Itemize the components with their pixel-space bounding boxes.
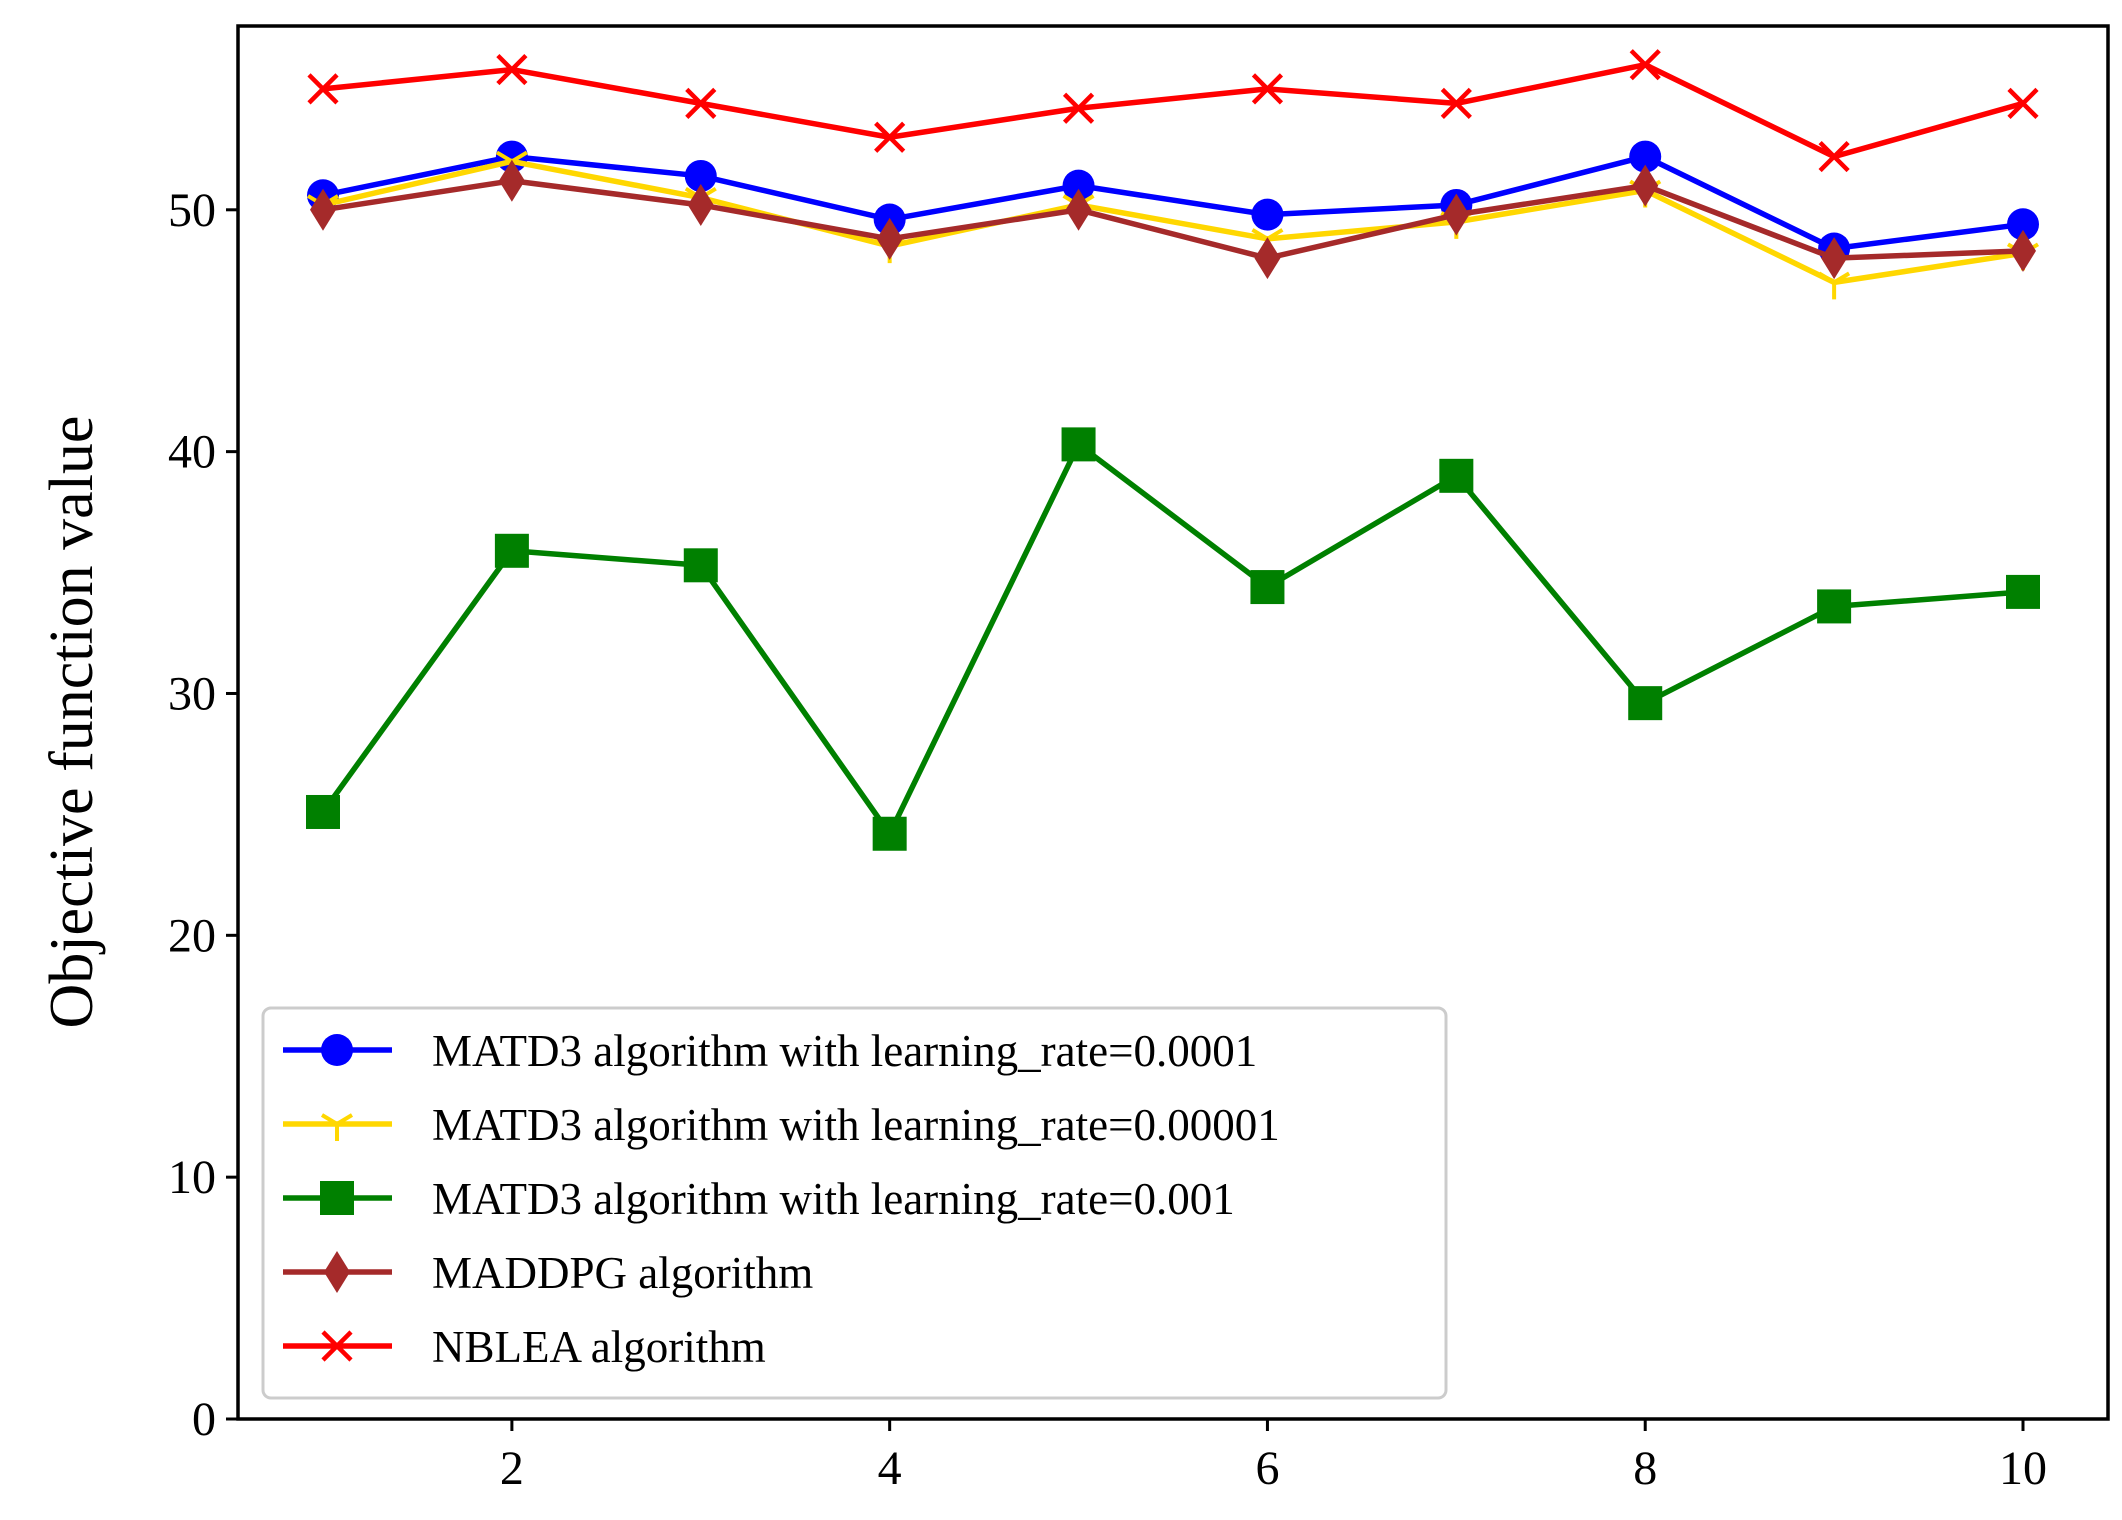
data-point [498,159,525,202]
series-line [322,178,2024,261]
legend-entry: NBLEA algorithm [283,1322,766,1372]
y-tick-label: 10 [168,1151,216,1204]
data-point [1443,193,1470,236]
data-point [872,816,907,851]
legend-marker [320,1181,354,1215]
series-5 [307,49,2039,173]
data-point [1821,237,1848,280]
legend-label: MADDPG algorithm [432,1248,813,1298]
data-point [1818,141,1850,173]
data-point [2007,208,2039,241]
legend-label: NBLEA algorithm [432,1322,766,1372]
plot-frame [236,24,2110,1421]
data-point [1062,169,1095,202]
y-tick-label: 30 [168,667,216,720]
series-4 [310,159,2036,280]
x-tick-label: 10 [1999,1442,2047,1495]
data-point [687,183,714,226]
y-tick-label: 40 [168,426,216,479]
legend-label: MATD3 algorithm with learning_rate=0.000… [432,1026,1257,1076]
data-point [1251,198,1284,231]
data-point [1061,427,1096,462]
data-point [874,121,906,153]
data-point [1062,92,1095,124]
x-tick-label: 4 [878,1442,902,1495]
data-point [1440,87,1472,119]
data-point [1628,686,1663,721]
legend-entry: MATD3 algorithm with learning_rate=0.001 [283,1174,1235,1224]
legend-marker [321,1330,353,1362]
data-point [494,533,529,568]
y-tick-label: 50 [168,184,216,237]
legend-entry: MATD3 algorithm with learning_rate=0.000… [283,1026,1257,1076]
data-point [1251,73,1284,105]
legend-label: MATD3 algorithm with learning_rate=0.000… [432,1100,1280,1150]
data-point [307,73,339,105]
legend-marker [320,1113,354,1141]
series-line [322,153,2024,252]
data-point [1629,49,1661,81]
legend-entry: MADDPG algorithm [283,1248,813,1298]
legend-marker [324,1251,350,1293]
series-layer [306,49,2040,851]
x-tick-label: 8 [1633,1442,1657,1495]
data-point [1632,164,1659,207]
data-point [306,794,340,829]
data-point [684,159,717,192]
x-axis: 2 4 6 8 10 [500,1419,2047,1495]
y-axis-title: Objective function value [38,416,106,1029]
data-point [310,188,336,231]
data-point [683,548,718,583]
x-tick-label: 2 [500,1442,524,1495]
series-line [322,158,2024,286]
data-point [1254,237,1281,280]
y-axis: 0 10 20 30 40 50 [168,184,238,1446]
data-point [2007,87,2039,119]
data-point [2006,574,2040,609]
series-3 [306,427,2040,851]
legend-label: MATD3 algorithm with learning_rate=0.001 [432,1174,1235,1224]
legend: MATD3 algorithm with learning_rate=0.000… [261,1006,1448,1400]
series-line [322,61,2024,160]
data-point [1817,589,1852,624]
x-tick-label: 6 [1255,1442,1279,1495]
legend-entry: MATD3 algorithm with learning_rate=0.000… [283,1100,1280,1150]
data-point [1818,271,1851,300]
legend-box [261,1006,1448,1400]
data-point [496,53,528,86]
y-tick-label: 0 [192,1393,216,1446]
series-line [320,441,2024,837]
data-point [685,87,717,119]
data-point [876,217,903,260]
y-tick-label: 20 [168,909,216,962]
data-point [2010,229,2036,272]
data-point [1439,458,1474,493]
data-point [1629,140,1662,173]
data-point [1065,188,1092,231]
data-point [1250,570,1285,605]
legend-marker [321,1034,353,1066]
